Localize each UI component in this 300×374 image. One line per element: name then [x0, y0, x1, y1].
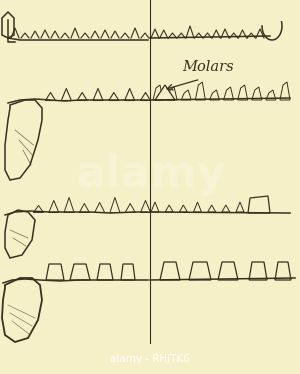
Polygon shape	[218, 262, 238, 280]
Polygon shape	[155, 85, 175, 100]
Text: alamy - RHJTK6: alamy - RHJTK6	[110, 354, 190, 364]
Polygon shape	[208, 205, 216, 212]
Polygon shape	[236, 202, 244, 212]
Polygon shape	[5, 210, 35, 258]
Polygon shape	[275, 262, 291, 280]
Polygon shape	[248, 196, 270, 213]
Polygon shape	[121, 264, 135, 280]
Polygon shape	[2, 12, 14, 38]
Polygon shape	[238, 85, 248, 100]
Polygon shape	[249, 262, 267, 280]
Polygon shape	[179, 205, 187, 212]
Polygon shape	[2, 278, 42, 342]
Polygon shape	[266, 90, 276, 100]
Text: alamy: alamy	[75, 153, 225, 196]
Polygon shape	[181, 90, 191, 100]
Polygon shape	[97, 264, 113, 280]
Polygon shape	[153, 85, 163, 100]
Polygon shape	[224, 87, 234, 100]
Text: Molars: Molars	[183, 60, 234, 74]
Polygon shape	[189, 262, 211, 280]
Polygon shape	[194, 202, 202, 212]
Polygon shape	[209, 90, 219, 100]
Polygon shape	[160, 262, 180, 280]
Polygon shape	[5, 100, 42, 180]
Polygon shape	[46, 264, 64, 280]
Polygon shape	[165, 205, 173, 212]
Polygon shape	[167, 87, 177, 100]
Polygon shape	[70, 264, 90, 280]
Polygon shape	[252, 87, 262, 100]
Polygon shape	[195, 82, 205, 100]
Polygon shape	[151, 202, 159, 212]
Polygon shape	[280, 82, 290, 100]
Polygon shape	[222, 205, 230, 212]
